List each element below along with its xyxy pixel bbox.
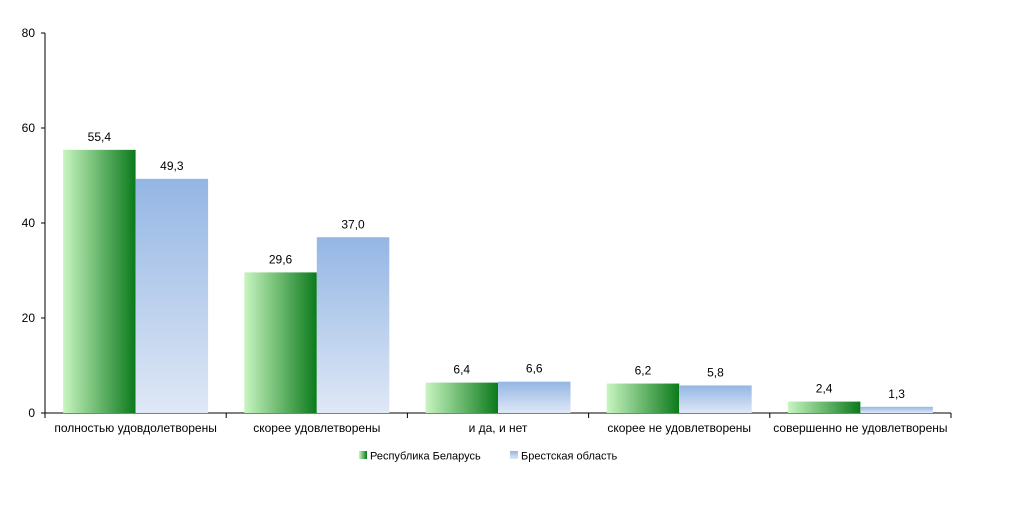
bars (63, 149, 933, 413)
legend-label: Брестская область (521, 451, 618, 463)
bar-belarus (63, 149, 136, 413)
legend-swatch (359, 451, 367, 459)
bar-brest (860, 406, 933, 413)
data-label: 2,4 (816, 382, 833, 396)
legend: Республика Беларусь Брестская область (359, 451, 618, 463)
bar-brest (679, 385, 752, 413)
x-category-label: скорее удовлетворены (253, 421, 380, 435)
y-tick-label: 80 (22, 26, 36, 40)
legend-swatch (510, 451, 518, 459)
y-tick-label: 60 (22, 121, 36, 135)
bar-belarus (425, 382, 498, 413)
data-label: 29,6 (269, 252, 293, 266)
y-tick-label: 20 (22, 311, 36, 325)
x-category-label: и да, и нет (469, 421, 528, 435)
y-tick-label: 40 (22, 216, 36, 230)
bar-brest (316, 237, 390, 413)
x-category-label: совершенно не удовлетворены (773, 421, 947, 435)
bar-brest (498, 381, 571, 413)
bar-belarus (787, 401, 861, 413)
data-label: 6,6 (526, 362, 543, 376)
data-label: 6,2 (635, 364, 652, 378)
data-label: 49,3 (160, 159, 184, 173)
x-category-label: скорее не удовлетворены (607, 421, 751, 435)
data-label: 55,4 (88, 130, 112, 144)
legend-item: Республика Беларусь (359, 451, 481, 463)
x-category-label: полностью удовдолетворены (54, 421, 217, 435)
data-label: 6,4 (453, 363, 470, 377)
bar-belarus (606, 383, 680, 413)
legend-label: Республика Беларусь (370, 451, 481, 463)
axes: 0 20 40 60 80 полностью удовдолетворены скорее… (22, 26, 952, 435)
bar-brest (135, 178, 209, 413)
data-label: 5,8 (707, 365, 724, 379)
data-label: 1,3 (888, 387, 905, 401)
data-labels: 55,4 29,6 6,4 6,2 2,4 49,3 37,0 6,6 5,8 1,3 (88, 130, 906, 401)
data-label: 37,0 (341, 217, 365, 231)
bar-belarus (244, 272, 317, 413)
legend-item: Брестская область (510, 451, 618, 463)
y-tick-label: 0 (28, 406, 35, 420)
